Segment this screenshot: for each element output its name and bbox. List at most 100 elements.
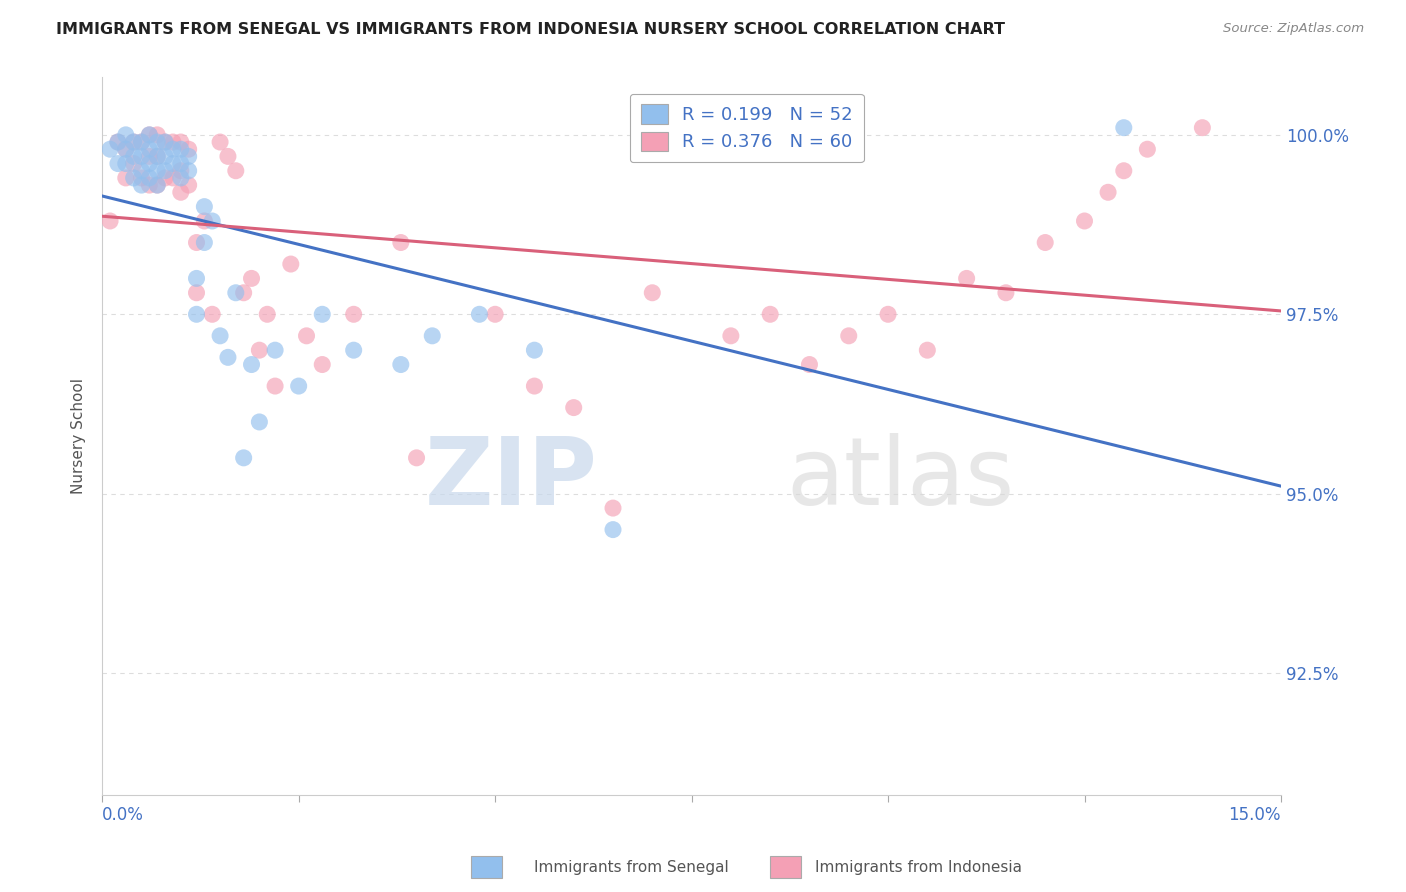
Point bbox=[146, 178, 169, 193]
Point bbox=[247, 415, 270, 429]
Point bbox=[193, 200, 215, 214]
Point bbox=[209, 328, 232, 343]
Point bbox=[311, 358, 333, 372]
Point bbox=[240, 271, 263, 285]
Point bbox=[114, 142, 136, 156]
Point bbox=[131, 170, 153, 185]
Point bbox=[170, 156, 193, 170]
Point bbox=[484, 307, 506, 321]
Point bbox=[146, 149, 169, 163]
Point bbox=[225, 285, 247, 300]
Point bbox=[562, 401, 585, 415]
Point bbox=[1097, 186, 1119, 200]
Point bbox=[1033, 235, 1056, 250]
Point bbox=[468, 307, 491, 321]
Point bbox=[114, 170, 136, 185]
Point bbox=[193, 214, 215, 228]
Point bbox=[122, 149, 145, 163]
Point bbox=[1073, 214, 1095, 228]
Point bbox=[138, 178, 160, 193]
Point bbox=[240, 358, 263, 372]
Point bbox=[523, 343, 546, 358]
Point bbox=[177, 142, 200, 156]
Point bbox=[131, 135, 153, 149]
Point bbox=[201, 307, 224, 321]
Point bbox=[193, 235, 215, 250]
Point bbox=[170, 170, 193, 185]
Point bbox=[107, 156, 129, 170]
Point bbox=[1136, 142, 1159, 156]
Point bbox=[186, 285, 208, 300]
Point bbox=[153, 163, 176, 178]
Point bbox=[131, 149, 153, 163]
Point bbox=[602, 501, 624, 516]
Point bbox=[138, 149, 160, 163]
Point bbox=[1112, 163, 1135, 178]
Point bbox=[170, 142, 193, 156]
Point bbox=[720, 328, 742, 343]
Point bbox=[186, 307, 208, 321]
Point bbox=[122, 135, 145, 149]
Point bbox=[956, 271, 979, 285]
Point bbox=[759, 307, 782, 321]
Point bbox=[602, 523, 624, 537]
Point bbox=[994, 285, 1017, 300]
Point bbox=[162, 142, 184, 156]
Point bbox=[1191, 120, 1213, 135]
Point bbox=[162, 156, 184, 170]
Point bbox=[146, 128, 169, 142]
Point bbox=[264, 379, 287, 393]
Point bbox=[146, 135, 169, 149]
Point bbox=[232, 285, 254, 300]
Point bbox=[523, 379, 546, 393]
Point bbox=[138, 142, 160, 156]
Text: Immigrants from Indonesia: Immigrants from Indonesia bbox=[815, 860, 1022, 874]
Point bbox=[162, 135, 184, 149]
Point bbox=[162, 170, 184, 185]
Point bbox=[122, 135, 145, 149]
Point bbox=[217, 149, 239, 163]
Point bbox=[131, 163, 153, 178]
Point bbox=[114, 128, 136, 142]
Point bbox=[343, 307, 366, 321]
Legend: R = 0.199   N = 52, R = 0.376   N = 60: R = 0.199 N = 52, R = 0.376 N = 60 bbox=[630, 94, 863, 162]
Point bbox=[209, 135, 232, 149]
Point bbox=[107, 135, 129, 149]
Point bbox=[138, 170, 160, 185]
Point bbox=[122, 170, 145, 185]
Point bbox=[225, 163, 247, 178]
Text: 15.0%: 15.0% bbox=[1229, 806, 1281, 824]
Point bbox=[122, 156, 145, 170]
Point bbox=[405, 450, 427, 465]
Point bbox=[917, 343, 939, 358]
Point bbox=[170, 186, 193, 200]
Point bbox=[146, 149, 169, 163]
Text: Immigrants from Senegal: Immigrants from Senegal bbox=[534, 860, 730, 874]
Point bbox=[170, 135, 193, 149]
Point bbox=[98, 214, 121, 228]
Y-axis label: Nursery School: Nursery School bbox=[72, 378, 86, 494]
Point bbox=[177, 149, 200, 163]
Point bbox=[146, 178, 169, 193]
Point bbox=[186, 271, 208, 285]
Point bbox=[1112, 120, 1135, 135]
Point bbox=[186, 235, 208, 250]
Point bbox=[799, 358, 821, 372]
Point bbox=[264, 343, 287, 358]
Point bbox=[107, 135, 129, 149]
Point bbox=[138, 128, 160, 142]
Point bbox=[420, 328, 443, 343]
Point bbox=[153, 170, 176, 185]
Text: IMMIGRANTS FROM SENEGAL VS IMMIGRANTS FROM INDONESIA NURSERY SCHOOL CORRELATION : IMMIGRANTS FROM SENEGAL VS IMMIGRANTS FR… bbox=[56, 22, 1005, 37]
Point bbox=[131, 178, 153, 193]
Point bbox=[146, 163, 169, 178]
Text: atlas: atlas bbox=[786, 434, 1014, 525]
Point bbox=[232, 450, 254, 465]
Point bbox=[131, 135, 153, 149]
Point bbox=[280, 257, 302, 271]
Point bbox=[114, 142, 136, 156]
Point bbox=[138, 128, 160, 142]
Point bbox=[114, 156, 136, 170]
Point bbox=[287, 379, 309, 393]
Point bbox=[201, 214, 224, 228]
